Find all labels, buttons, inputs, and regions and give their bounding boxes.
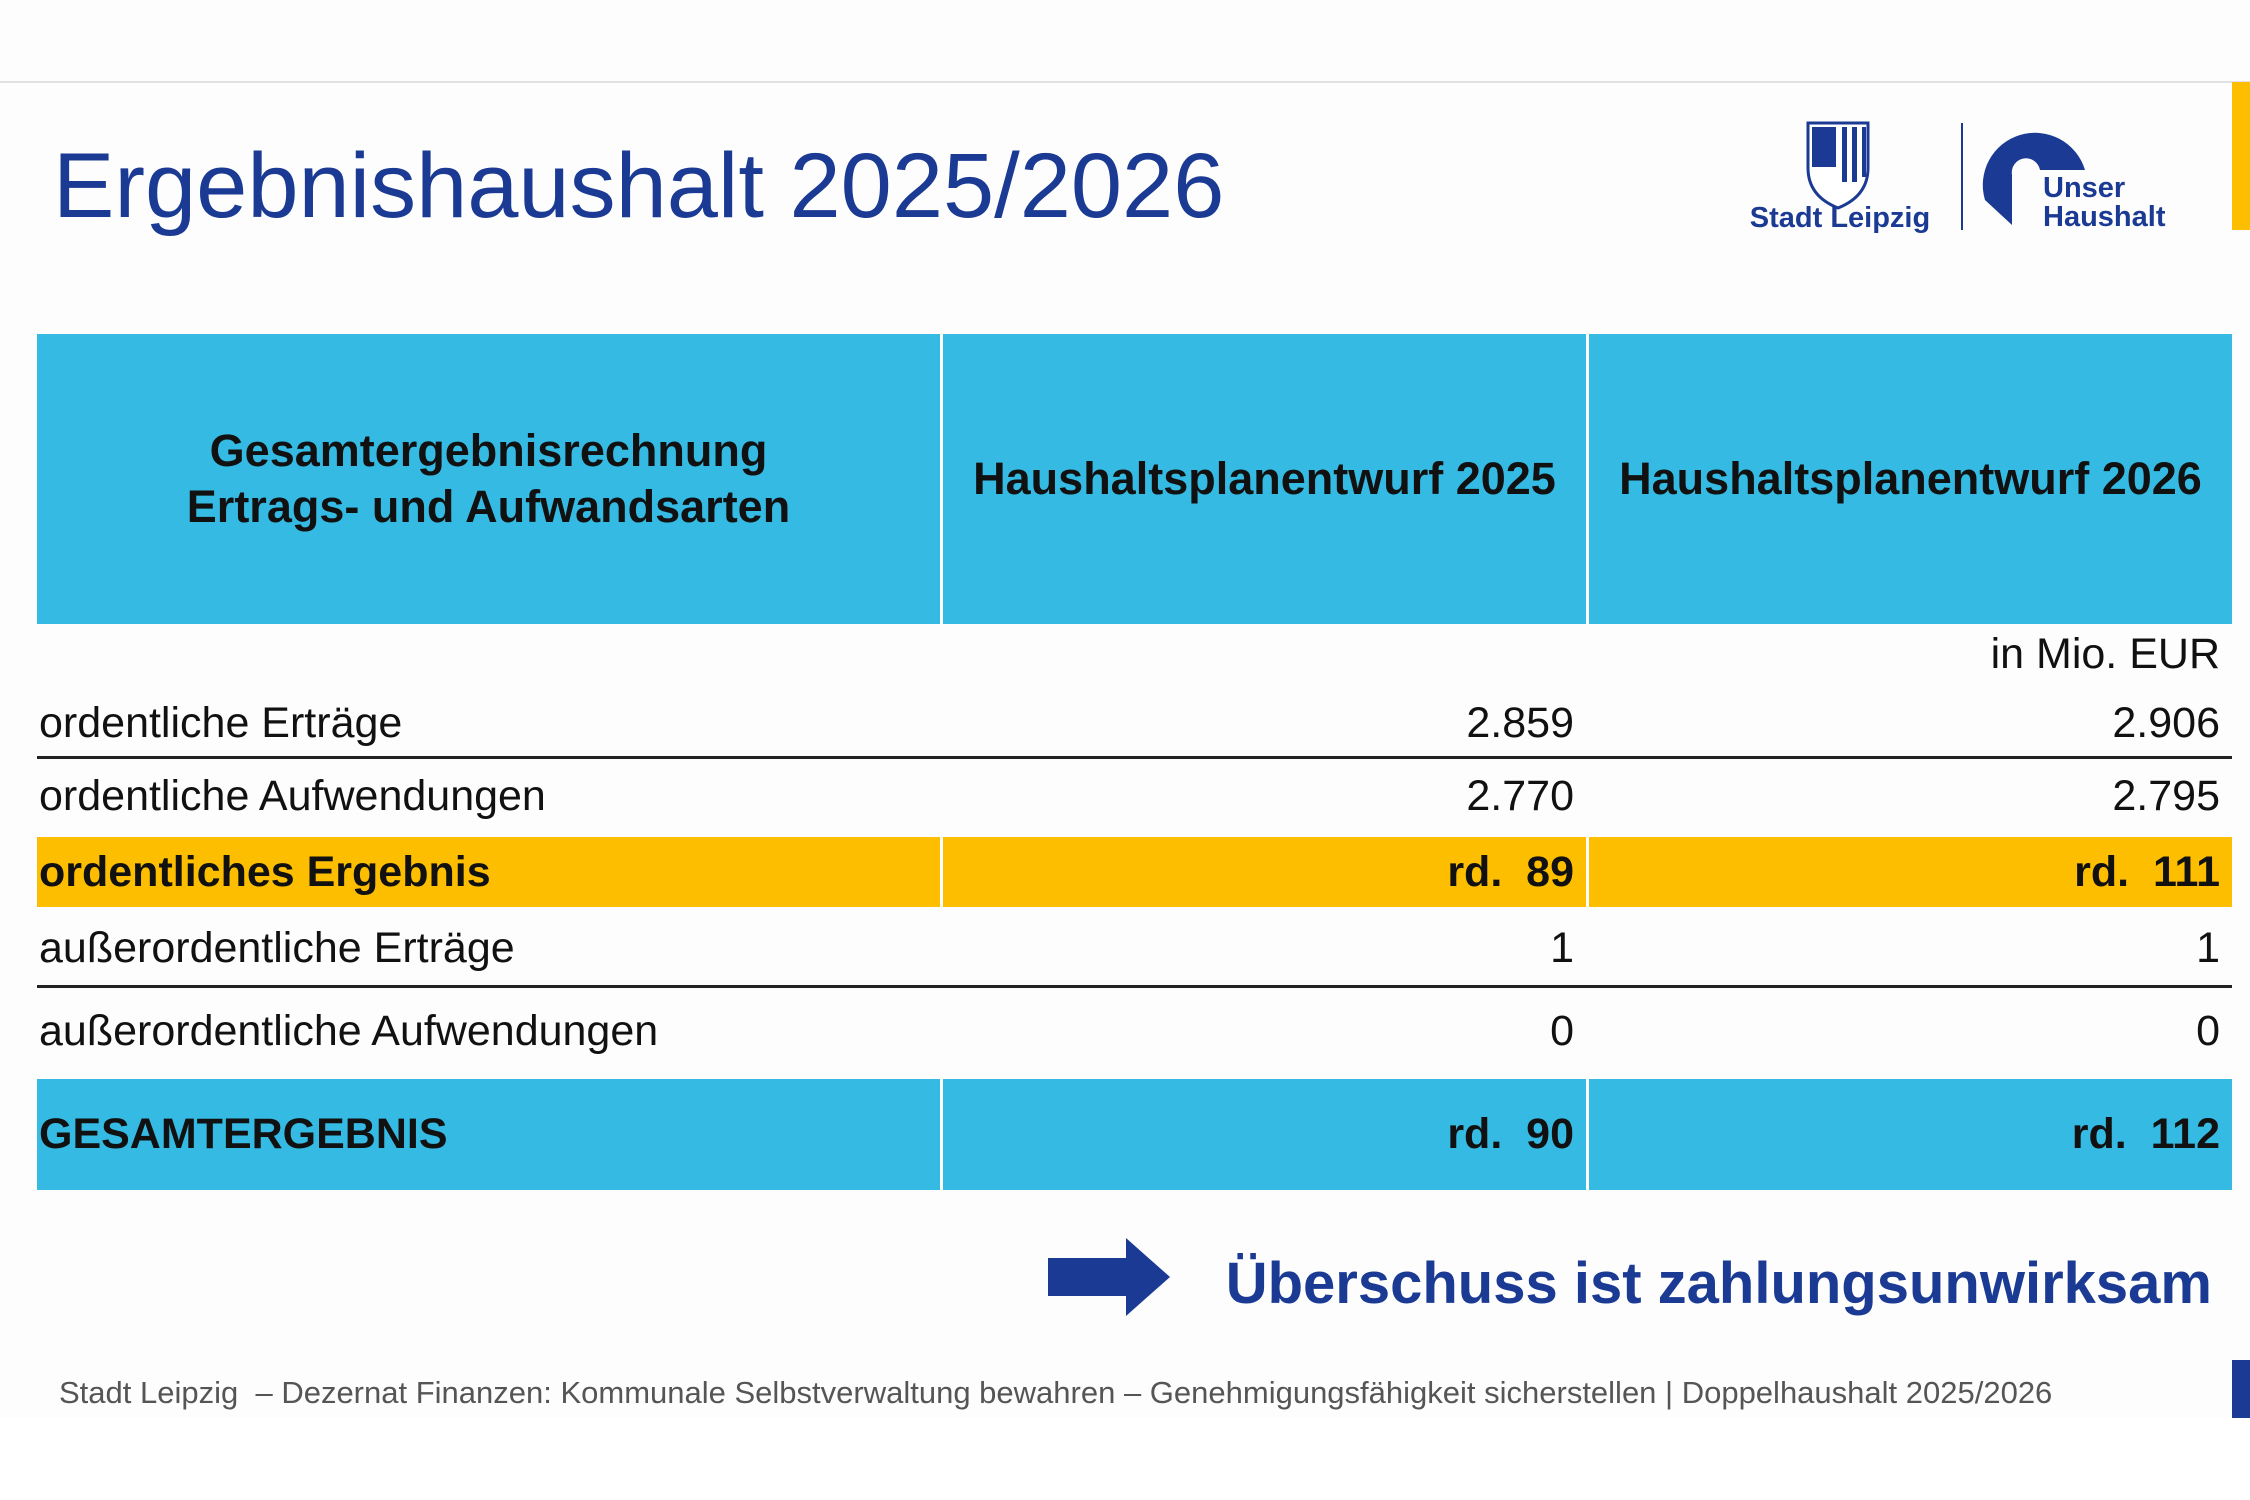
city-crest <box>1806 121 1870 210</box>
row-label: außerordentliche Erträge <box>39 923 515 972</box>
header-cell: Haushaltsplanentwurf 2025 <box>943 334 1586 624</box>
row-rule <box>37 985 2232 988</box>
row-label: ordentliches Ergebnis <box>37 837 940 907</box>
footer: Stadt Leipzig – Dezernat Finanzen: Kommu… <box>59 1375 2053 1410</box>
row-label: außerordentliche Aufwendungen <box>39 1006 659 1055</box>
row-rule <box>37 756 2232 759</box>
title: Ergebnishaushalt 2025/2026 <box>53 135 1225 237</box>
logo-budget: Haushalt <box>2043 201 2166 233</box>
logos: Stadt Leipzig Unser Haushalt <box>1750 121 2166 234</box>
row-value: rd. 90 <box>943 1079 1586 1190</box>
row-value: 1 <box>2196 923 2220 972</box>
row-value: 0 <box>2196 1006 2220 1055</box>
unit-label: in Mio. EUR <box>1990 630 2220 678</box>
row-value: 2.795 <box>2112 771 2220 820</box>
logo-city: Stadt Leipzig <box>1750 202 1930 234</box>
row-value: 1 <box>1550 923 1574 972</box>
slide: Ergebnishaushalt 2025/2026 Stadt Leipzig… <box>0 81 2250 1418</box>
header-text: Gesamtergebnisrechnung <box>209 424 768 476</box>
arrow-icon <box>1048 1238 1170 1316</box>
row-value: rd. 111 <box>1589 837 2232 907</box>
row-value: 2.859 <box>1466 698 1574 747</box>
row-value: rd. 89 <box>943 837 1586 907</box>
footer-accent <box>2232 1360 2250 1418</box>
row-value: 2.770 <box>1466 771 1574 820</box>
row-label: ordentliche Erträge <box>39 698 403 747</box>
row-label: GESAMTERGEBNIS <box>37 1079 940 1190</box>
budget-mark <box>1982 132 2085 225</box>
header-cell: Haushaltsplanentwurf 2026 <box>1589 334 2232 624</box>
header-cell: Gesamtergebnisrechnung Ertrags- und Aufwa… <box>37 334 940 624</box>
row-value: 2.906 <box>2112 698 2220 747</box>
logo-budget: Unser <box>2043 172 2125 204</box>
header-text: Ertrags- und Aufwandsarten <box>186 481 791 532</box>
top-rule <box>0 81 2250 83</box>
row-label: ordentliche Aufwendungen <box>39 771 546 820</box>
row-value: rd. 112 <box>1589 1079 2232 1190</box>
accent-bar <box>2232 82 2250 230</box>
callout: Überschuss ist zahlungsunwirksam <box>1225 1251 2212 1316</box>
row-value: 0 <box>1550 1006 1574 1055</box>
